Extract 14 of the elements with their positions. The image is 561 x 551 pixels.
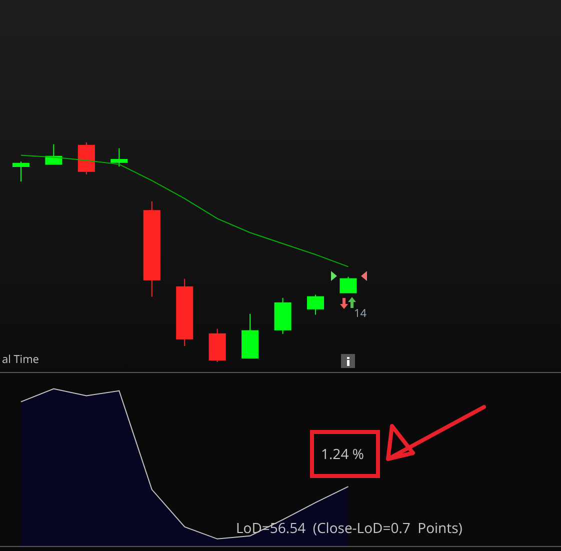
candlestick: [12, 160, 30, 182]
candlestick: [45, 144, 62, 165]
candlestick: [176, 278, 194, 346]
candlestick: [208, 328, 226, 362]
annotation: 1.24 %: [321, 445, 364, 464]
candlestick: [242, 313, 259, 359]
candlestick: [340, 276, 357, 294]
candlestick: [143, 200, 160, 298]
annotation: al Time: [2, 352, 39, 367]
candlestick: [307, 294, 324, 316]
candlestick: [110, 148, 128, 167]
candlestick: [274, 297, 292, 334]
candlestick: [78, 142, 95, 175]
annotation: 14: [354, 306, 368, 321]
